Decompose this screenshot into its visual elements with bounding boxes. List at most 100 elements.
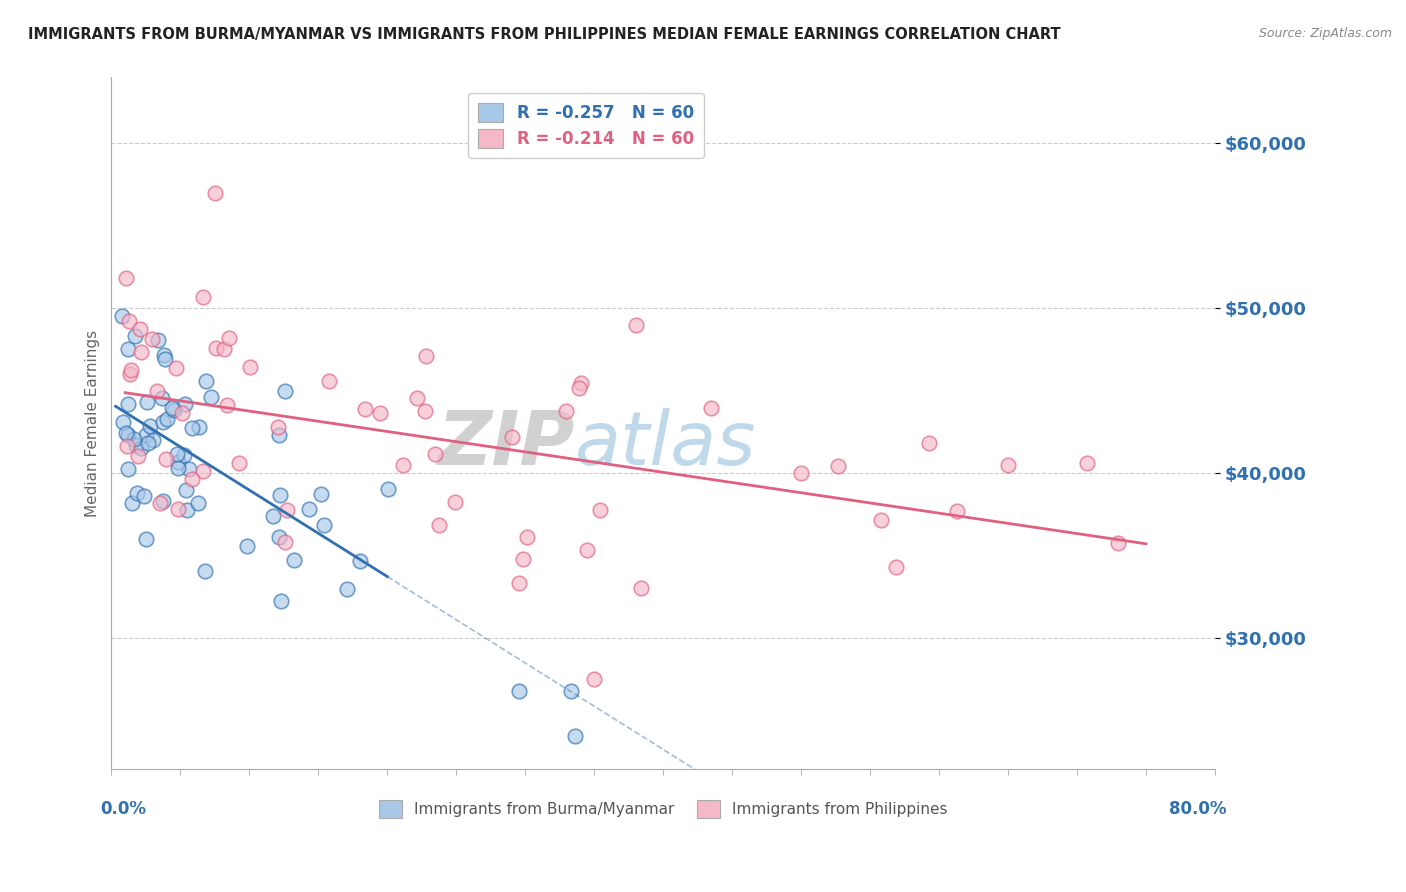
Point xyxy=(111,310,134,324)
Point xyxy=(193,464,215,478)
Point xyxy=(125,437,148,451)
Point xyxy=(554,404,576,418)
Point xyxy=(155,451,177,466)
Point xyxy=(153,351,176,366)
Point xyxy=(152,348,174,362)
Point xyxy=(176,502,198,516)
Point xyxy=(309,487,332,501)
Point xyxy=(187,496,209,510)
Legend: Immigrants from Burma/Myanmar, Immigrants from Philippines: Immigrants from Burma/Myanmar, Immigrant… xyxy=(373,794,953,824)
Point xyxy=(173,448,195,462)
Point xyxy=(193,290,215,304)
Point xyxy=(117,342,139,356)
Point xyxy=(129,345,152,359)
Point xyxy=(172,406,194,420)
Point xyxy=(146,384,169,399)
Point xyxy=(501,430,523,444)
Point xyxy=(274,384,297,398)
Point xyxy=(135,428,157,442)
Point xyxy=(283,552,305,566)
Point xyxy=(193,564,215,578)
Point xyxy=(156,412,179,426)
Point xyxy=(353,402,375,417)
Point xyxy=(111,415,134,429)
Point xyxy=(630,581,652,595)
Point xyxy=(312,517,335,532)
Point xyxy=(117,440,139,454)
Point xyxy=(181,472,204,486)
Point xyxy=(174,483,197,497)
Point xyxy=(228,456,250,470)
Point xyxy=(886,560,908,574)
Point xyxy=(870,513,893,527)
Point xyxy=(148,333,170,347)
Point xyxy=(177,462,200,476)
Point xyxy=(262,509,284,524)
Point xyxy=(167,502,190,516)
Point xyxy=(218,331,240,345)
Point xyxy=(127,449,149,463)
Point xyxy=(827,458,849,473)
Point xyxy=(569,376,592,391)
Point xyxy=(150,391,173,405)
Point xyxy=(149,496,172,510)
Point xyxy=(194,374,217,388)
Point xyxy=(115,425,138,440)
Point xyxy=(917,435,939,450)
Point xyxy=(117,314,139,328)
Point xyxy=(405,391,427,405)
Point xyxy=(508,575,530,590)
Point xyxy=(270,594,292,608)
Text: ZIP: ZIP xyxy=(437,408,575,481)
Point xyxy=(267,427,290,442)
Point xyxy=(516,530,538,544)
Point xyxy=(443,494,465,508)
Point xyxy=(122,432,145,446)
Point xyxy=(121,496,143,510)
Point xyxy=(212,342,235,356)
Point xyxy=(167,461,190,475)
Point xyxy=(512,551,534,566)
Point xyxy=(141,332,163,346)
Point xyxy=(790,466,813,480)
Point xyxy=(269,488,291,502)
Text: IMMIGRANTS FROM BURMA/MYANMAR VS IMMIGRANTS FROM PHILIPPINES MEDIAN FEMALE EARNI: IMMIGRANTS FROM BURMA/MYANMAR VS IMMIGRA… xyxy=(28,27,1060,42)
Point xyxy=(564,730,586,744)
Text: atlas: atlas xyxy=(575,409,756,480)
Y-axis label: Median Female Earnings: Median Female Earnings xyxy=(86,330,100,517)
Point xyxy=(118,367,141,381)
Point xyxy=(124,328,146,343)
Point xyxy=(142,433,165,447)
Point xyxy=(167,455,190,469)
Point xyxy=(205,341,228,355)
Point xyxy=(135,533,157,547)
Point xyxy=(160,401,183,415)
Point xyxy=(204,186,226,200)
Point xyxy=(318,374,340,388)
Point xyxy=(132,489,155,503)
Point xyxy=(583,672,606,686)
Point xyxy=(567,380,589,394)
Point xyxy=(117,428,139,442)
Point xyxy=(128,322,150,336)
Point xyxy=(139,419,162,434)
Point xyxy=(117,462,139,476)
Point xyxy=(129,442,152,456)
Point xyxy=(699,401,721,416)
Point xyxy=(336,582,359,596)
Point xyxy=(415,349,437,363)
Point xyxy=(413,403,436,417)
Point xyxy=(152,494,174,508)
Point xyxy=(163,402,186,417)
Point xyxy=(349,554,371,568)
Point xyxy=(560,684,582,698)
Point xyxy=(508,684,530,698)
Point xyxy=(276,503,298,517)
Point xyxy=(239,359,262,374)
Point xyxy=(997,458,1019,472)
Point xyxy=(181,421,204,435)
Point xyxy=(117,396,139,410)
Point xyxy=(575,543,598,558)
Point xyxy=(391,458,413,472)
Point xyxy=(127,485,149,500)
